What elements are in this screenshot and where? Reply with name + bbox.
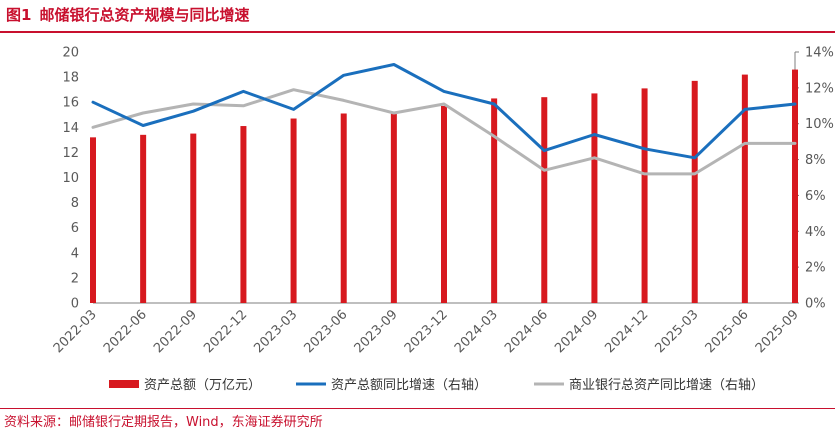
left-axis-tick-label: 16	[62, 96, 79, 111]
bar	[641, 88, 648, 304]
right-axis-tick-label: 12%	[805, 81, 834, 96]
bar	[90, 137, 96, 303]
figure-number: 图1	[6, 6, 32, 24]
bar	[591, 93, 598, 303]
x-axis-tick-label: 2024-12	[602, 307, 651, 356]
source-note: 资料来源：邮储银行定期报告，Wind，东海证券研究所	[4, 415, 323, 430]
bar	[190, 133, 197, 303]
bar	[541, 97, 548, 304]
title-rule	[0, 31, 835, 33]
x-axis-tick-label: 2023-09	[352, 307, 401, 356]
right-axis-tick-label: 8%	[805, 153, 826, 168]
right-axis-tick-label: 6%	[805, 189, 826, 204]
x-axis-tick-label: 2022-03	[51, 307, 100, 356]
x-axis-tick-label: 2022-09	[151, 307, 200, 356]
bar	[792, 69, 798, 303]
bar	[290, 118, 297, 303]
right-axis-tick-label: 10%	[805, 117, 834, 132]
left-axis-tick-label: 0	[71, 297, 79, 312]
right-axis-tick-label: 2%	[805, 261, 826, 276]
right-axis-tick-label: 14%	[805, 46, 834, 61]
bar	[691, 80, 698, 304]
x-axis-tick-label: 2025-06	[703, 307, 752, 356]
bar	[390, 113, 397, 304]
right-axis-tick-label: 4%	[805, 225, 826, 240]
x-axis-tick-label: 2025-09	[753, 307, 802, 356]
left-axis-tick-label: 20	[62, 46, 79, 61]
left-axis-tick-label: 2	[71, 271, 79, 286]
source-rule	[0, 408, 835, 409]
x-axis-tick-label: 2025-03	[653, 307, 702, 356]
x-axis-tick-label: 2023-03	[251, 307, 300, 356]
legend-swatch-bar	[109, 380, 139, 388]
bar	[240, 126, 247, 303]
legend-label-bar: 资产总额（万亿元）	[144, 378, 261, 393]
series-line-psbc-asset-growth	[91, 63, 797, 160]
left-axis-tick-label: 4	[71, 246, 79, 261]
bar	[340, 113, 347, 304]
left-axis-tick-label: 12	[62, 146, 79, 161]
bar-line-chart: 0 2 4 6 8 10 12 14 16 18 20 0% 2% 4% 6% 8% 10% 12% 14% 2022…	[51, 46, 834, 394]
left-axis-tick-label: 8	[71, 196, 79, 211]
left-axis-tick-label: 18	[62, 71, 79, 86]
legend-label-sector: 商业银行总资产同比增速（右轴）	[569, 378, 764, 393]
x-axis-tick-label: 2024-06	[502, 307, 551, 356]
left-axis-tick-label: 6	[71, 221, 79, 236]
bar	[140, 134, 147, 303]
bar	[491, 98, 498, 303]
left-axis-tick-label: 14	[62, 121, 79, 136]
legend-label-psbc: 资产总额同比增速（右轴）	[331, 378, 487, 393]
right-axis-tick-label: 0%	[805, 297, 826, 312]
bar	[441, 105, 447, 303]
figure-title: 邮储银行总资产规模与同比增速	[39, 6, 250, 24]
x-axis-tick-label: 2024-03	[452, 307, 501, 356]
x-axis-tick-label: 2022-06	[101, 307, 150, 356]
chart-title: 图1 邮储银行总资产规模与同比增速	[6, 4, 249, 25]
x-axis-tick-label: 2024-09	[552, 307, 601, 356]
x-axis-tick-label: 2023-06	[302, 307, 351, 356]
bar	[741, 74, 748, 303]
left-axis-tick-label: 10	[62, 171, 79, 186]
x-axis-tick-label: 2023-12	[402, 307, 451, 356]
x-axis-tick-label: 2022-12	[201, 307, 250, 356]
